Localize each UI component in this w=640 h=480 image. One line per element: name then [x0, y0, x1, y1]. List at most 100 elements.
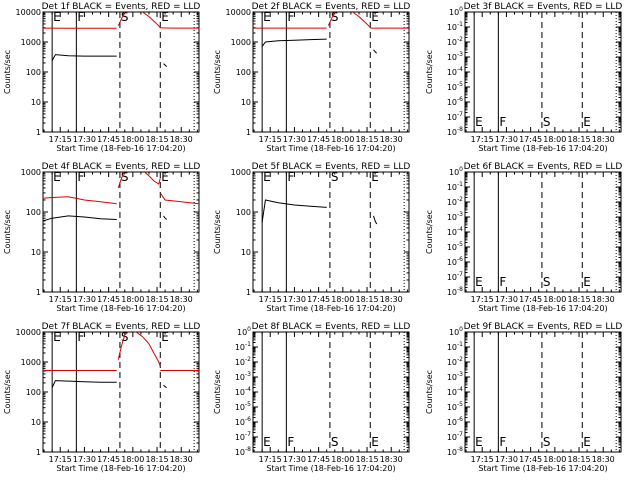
y-tick-label: 10-4: [235, 386, 251, 397]
x-axis-label: Start Time (18-Feb-16 17:04:20): [56, 304, 185, 313]
y-tick-label: 10-2: [447, 36, 463, 47]
panel-det-2: Det 2f BLACK = Events, RED = LLD 1 10 100 10…: [213, 2, 410, 153]
y-axis-label: Counts/sec: [213, 210, 222, 254]
y-tick-label: 10-4: [447, 386, 463, 397]
x-tick-label: 17:30: [283, 455, 306, 464]
y-tick-label: 10-1: [235, 341, 251, 352]
x-tick-label: 18:30: [592, 135, 615, 144]
panel-det-5: Det 5f BLACK = Events, RED = LLD 1 10 100 10…: [213, 162, 410, 313]
flag-label: F: [499, 115, 506, 129]
x-axis-label: Start Time (18-Feb-16 17:04:20): [266, 144, 395, 153]
flag-label: E: [263, 435, 271, 449]
x-tick-label: 17:15: [471, 295, 494, 304]
flag-label: F: [287, 170, 294, 184]
y-tick-label: 10: [241, 98, 251, 107]
x-axis-label: Start Time (18-Feb-16 17:04:20): [266, 464, 395, 473]
series-events-line: [261, 199, 327, 223]
y-tick-label: 10-7: [447, 111, 463, 122]
x-tick-label: 17:15: [471, 135, 494, 144]
y-axis-label: Counts/sec: [3, 50, 12, 94]
flag-label: F: [77, 330, 84, 344]
x-tick-label: 18:15: [568, 135, 591, 144]
panel-det-3: Det 3f BLACK = Events, RED = LLD 10-8 10-7…: [425, 2, 622, 153]
panel-title: Det 6f BLACK = Events, RED = LLD: [464, 162, 623, 172]
x-tick-label: 18:30: [170, 455, 193, 464]
y-tick-label: 10-5: [447, 81, 463, 92]
x-tick-label: 18:15: [568, 455, 591, 464]
plot-frame: [252, 11, 410, 133]
y-tick-label: 10-1: [447, 21, 463, 32]
x-tick-label: 17:45: [519, 295, 542, 304]
x-tick-label: 18:30: [170, 135, 193, 144]
panel-det-7: Det 7f BLACK = Events, RED = LLD 1 10 100 10…: [3, 322, 200, 473]
plot-frame: [464, 171, 622, 293]
y-tick-label: 1000: [231, 38, 251, 47]
y-tick-label: 10: [31, 248, 41, 257]
y-axis-label: Counts/sec: [425, 370, 434, 414]
series-events-line: [261, 38, 327, 47]
flag-label: E: [53, 330, 61, 344]
x-tick-label: 18:15: [568, 295, 591, 304]
flag-label: E: [475, 435, 483, 449]
x-tick-label: 17:30: [495, 295, 518, 304]
x-tick-label: 18:15: [356, 135, 379, 144]
y-tick-label: 100: [449, 326, 463, 337]
flag-label: E: [53, 10, 61, 24]
series-events-line: [163, 63, 168, 68]
x-tick-label: 17:30: [283, 135, 306, 144]
x-tick-label: 18:15: [356, 295, 379, 304]
flag-label: E: [583, 275, 591, 289]
y-tick-label: 10-6: [447, 256, 463, 267]
panel-title: Det 1f BLACK = Events, RED = LLD: [42, 2, 201, 12]
y-tick-label: 10-5: [447, 401, 463, 412]
panel-title: Det 9f BLACK = Events, RED = LLD: [464, 322, 623, 332]
flag-label: S: [121, 170, 129, 184]
flag-label: E: [475, 275, 483, 289]
series-lld-line: [117, 12, 161, 29]
series-events-line: [51, 380, 117, 388]
y-tick-label: 10-1: [447, 341, 463, 352]
series-events-line: [373, 49, 378, 54]
panel-det-6: Det 6f BLACK = Events, RED = LLD 10-8 10-7…: [425, 162, 622, 313]
y-tick-label: 10-6: [235, 416, 251, 427]
y-tick-label: 1: [246, 288, 251, 297]
y-tick-label: 10-4: [447, 226, 463, 237]
x-tick-label: 17:30: [283, 295, 306, 304]
x-tick-label: 18:15: [356, 455, 379, 464]
x-tick-label: 17:15: [259, 455, 282, 464]
x-tick-label: 18:15: [146, 135, 169, 144]
flag-label: F: [287, 435, 294, 449]
flag-label: S: [543, 115, 551, 129]
panel-title: Det 2f BLACK = Events, RED = LLD: [252, 2, 411, 12]
x-tick-label: 18:00: [121, 135, 144, 144]
y-tick-label: 10-5: [235, 401, 251, 412]
x-tick-label: 18:30: [380, 295, 403, 304]
y-tick-label: 10-6: [447, 416, 463, 427]
panel-title: Det 5f BLACK = Events, RED = LLD: [252, 162, 411, 172]
x-tick-label: 17:45: [307, 295, 330, 304]
y-tick-label: 10: [31, 98, 41, 107]
y-tick-label: 10000: [16, 328, 41, 337]
x-tick-label: 17:30: [495, 135, 518, 144]
x-tick-label: 17:30: [73, 135, 96, 144]
flag-label: F: [499, 275, 506, 289]
x-tick-label: 17:15: [49, 135, 72, 144]
y-tick-label: 100: [449, 166, 463, 177]
panel-title: Det 3f BLACK = Events, RED = LLD: [464, 2, 623, 12]
x-tick-label: 17:45: [519, 135, 542, 144]
y-tick-label: 1: [36, 288, 41, 297]
x-tick-label: 18:00: [121, 295, 144, 304]
x-tick-label: 17:15: [259, 295, 282, 304]
flag-label: S: [121, 330, 129, 344]
x-tick-label: 18:15: [146, 455, 169, 464]
x-axis-label: Start Time (18-Feb-16 17:04:20): [56, 464, 185, 473]
x-tick-label: 18:00: [331, 135, 354, 144]
panel-title: Det 8f BLACK = Events, RED = LLD: [252, 322, 411, 332]
panel-det-9: Det 9f BLACK = Events, RED = LLD 10-8 10-7…: [425, 322, 622, 473]
y-tick-label: 1000: [231, 168, 251, 177]
flag-label: S: [331, 435, 339, 449]
y-tick-label: 10-6: [447, 96, 463, 107]
y-axis-label: Counts/sec: [3, 210, 12, 254]
x-tick-label: 17:30: [495, 455, 518, 464]
series-events-line: [43, 215, 117, 222]
